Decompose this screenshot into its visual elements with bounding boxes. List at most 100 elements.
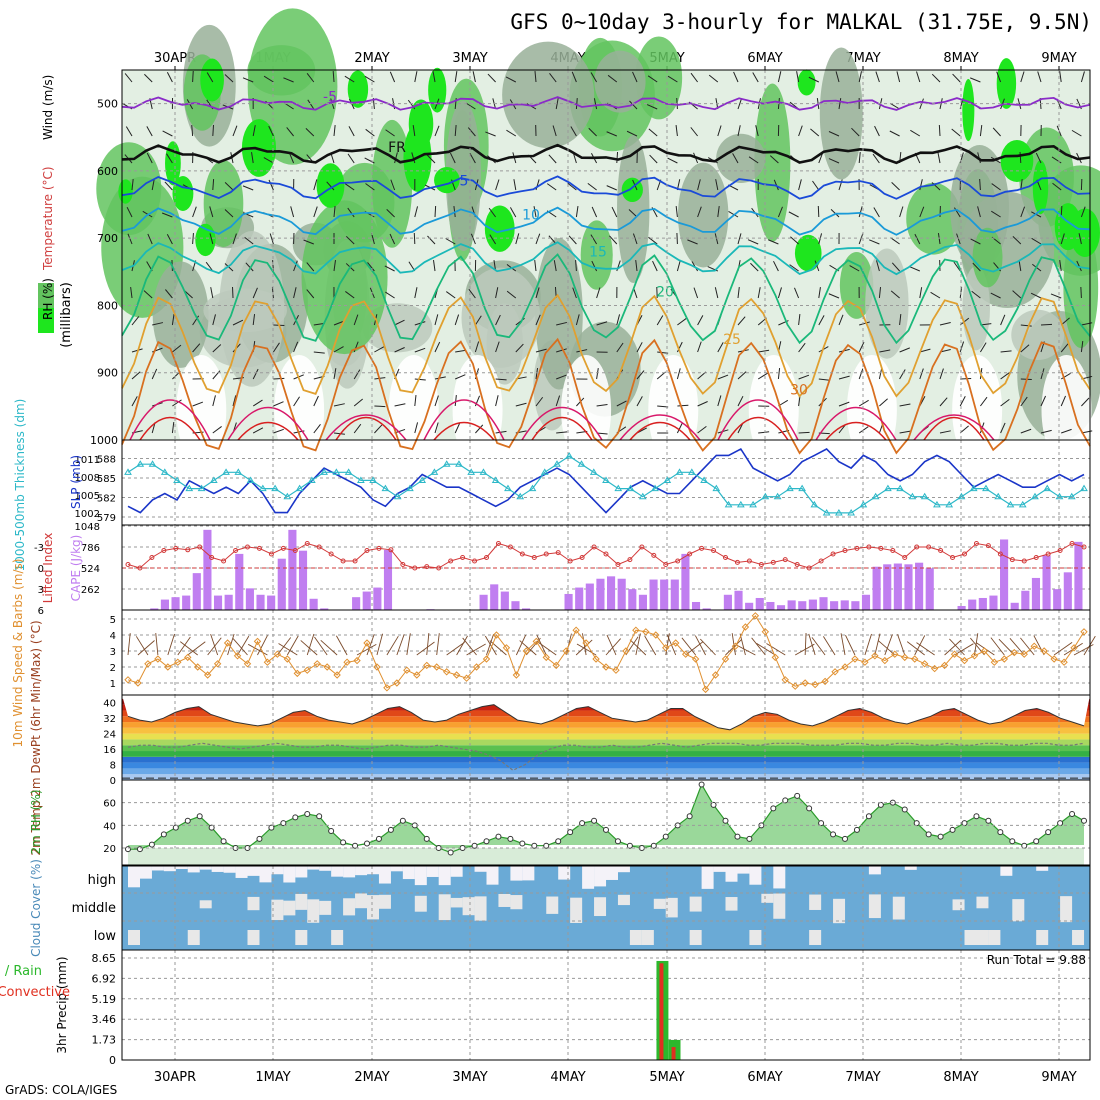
rh2m-tick-label: 40 xyxy=(103,821,116,832)
thickness-marker xyxy=(920,492,929,500)
wind-barb xyxy=(647,75,658,83)
wind10m-marker xyxy=(423,661,431,670)
wind-barb xyxy=(872,153,880,164)
lifted-index-marker xyxy=(292,548,298,553)
hot-contour-inner xyxy=(825,421,887,441)
temp-tick-label: 24 xyxy=(103,730,116,741)
wind-barb xyxy=(1059,71,1062,83)
lifted-index-marker xyxy=(376,545,382,551)
lifted-index-marker xyxy=(806,565,812,571)
wind10m-marker xyxy=(213,660,222,668)
precip-convective-bar xyxy=(671,1047,676,1060)
lifted-index-marker xyxy=(436,565,442,571)
wind-barb xyxy=(252,125,256,137)
rh2m-fill xyxy=(128,784,1084,853)
cape-bar xyxy=(596,578,605,610)
wind-barb xyxy=(919,348,931,353)
wind10m-barb xyxy=(1020,637,1035,656)
rh-blob xyxy=(819,47,863,180)
cape-bar xyxy=(1000,539,1009,610)
lifted-index-marker xyxy=(794,562,800,567)
cloud-high-gap xyxy=(307,866,320,870)
wind-barb xyxy=(434,205,437,218)
dewpoint-line xyxy=(127,742,1085,771)
rh2m-marker xyxy=(722,817,729,824)
wind-barb xyxy=(367,262,375,272)
wind-barb xyxy=(979,178,981,191)
cape-bar xyxy=(352,597,361,610)
cloud-mid-gap xyxy=(773,893,786,919)
rh2m-marker xyxy=(125,846,131,853)
wind10m-barb xyxy=(406,633,411,656)
wind10m-marker xyxy=(642,628,650,636)
rh2m-marker xyxy=(591,817,598,824)
cloud-high-gap xyxy=(414,866,427,886)
cape-bar xyxy=(607,576,616,610)
cloud-high-gap xyxy=(247,866,260,876)
wind-barb xyxy=(252,427,264,434)
wind10m-barb xyxy=(336,635,348,656)
cape-bar xyxy=(723,594,732,610)
wind-barb xyxy=(495,430,507,434)
wind10m-marker xyxy=(1080,628,1088,636)
cloud-mid-gap xyxy=(355,893,368,909)
rh2m-marker xyxy=(782,797,789,804)
wind10m-barb xyxy=(694,635,706,656)
wind-barb xyxy=(798,314,801,326)
wind10m-marker xyxy=(602,663,610,671)
wind-barb xyxy=(835,71,840,83)
wind-barb xyxy=(224,182,234,191)
wind10m-barb xyxy=(300,640,318,656)
cape-bar xyxy=(224,594,233,610)
rh-blob-dry xyxy=(561,355,612,465)
wind10m-marker xyxy=(164,663,172,671)
thickness-marker xyxy=(847,508,856,516)
wind-barb xyxy=(953,261,961,272)
wind-barb xyxy=(427,235,436,245)
lifted-index-marker xyxy=(962,551,967,557)
pressure-tick-label: 1000 xyxy=(90,434,118,447)
thickness-marker xyxy=(565,452,574,459)
wind-barb xyxy=(1060,233,1065,245)
wind10m-marker xyxy=(552,661,560,670)
wind-barb xyxy=(714,287,719,299)
wind-barb xyxy=(348,126,355,137)
cloud-high-gap xyxy=(606,866,618,880)
lifted-index-marker xyxy=(472,558,478,564)
wind10m-marker xyxy=(542,653,550,662)
wind10m-barbs xyxy=(127,632,1096,656)
wind-barb xyxy=(224,74,234,83)
cape-bar xyxy=(872,566,881,610)
lifted-index-marker xyxy=(830,551,836,557)
wind-barb xyxy=(1035,152,1042,164)
cape-bar xyxy=(617,578,626,610)
wind10m-marker xyxy=(881,656,889,665)
wind10m-marker xyxy=(940,661,949,670)
cape-bar xyxy=(245,588,254,610)
wind-barb xyxy=(286,127,294,137)
thickness-marker xyxy=(957,492,966,500)
temp-band xyxy=(122,739,1090,746)
thickness-marker xyxy=(908,492,917,500)
chart-title: GFS 0~10day 3-hourly for MALKAL (31.75E,… xyxy=(510,10,1092,34)
rh2m-marker xyxy=(375,835,382,842)
cloud-layer-label: middle xyxy=(72,901,116,916)
date-label-bottom: 30APR xyxy=(154,1070,196,1085)
thickness-marker xyxy=(148,460,157,467)
rh-blob xyxy=(677,162,729,268)
isotherm-20 xyxy=(121,253,1091,345)
wind-barb xyxy=(224,263,234,272)
wind-barb xyxy=(891,182,900,191)
wind-barb xyxy=(252,399,263,407)
lifted-index-marker xyxy=(591,544,597,550)
thickness-axis-label: 1000-500mb Thickness (dm) xyxy=(13,399,27,572)
thickness-marker xyxy=(283,492,292,500)
wind10m-marker xyxy=(194,663,202,671)
wind-barb xyxy=(450,152,456,164)
thickness-marker xyxy=(234,468,243,475)
wind-barb xyxy=(306,72,315,83)
wind10m-marker xyxy=(233,652,242,660)
lifted-index-marker xyxy=(424,564,430,570)
wind-barb xyxy=(607,74,618,83)
temperature-legend-label: Temperature (°C) xyxy=(41,166,55,271)
